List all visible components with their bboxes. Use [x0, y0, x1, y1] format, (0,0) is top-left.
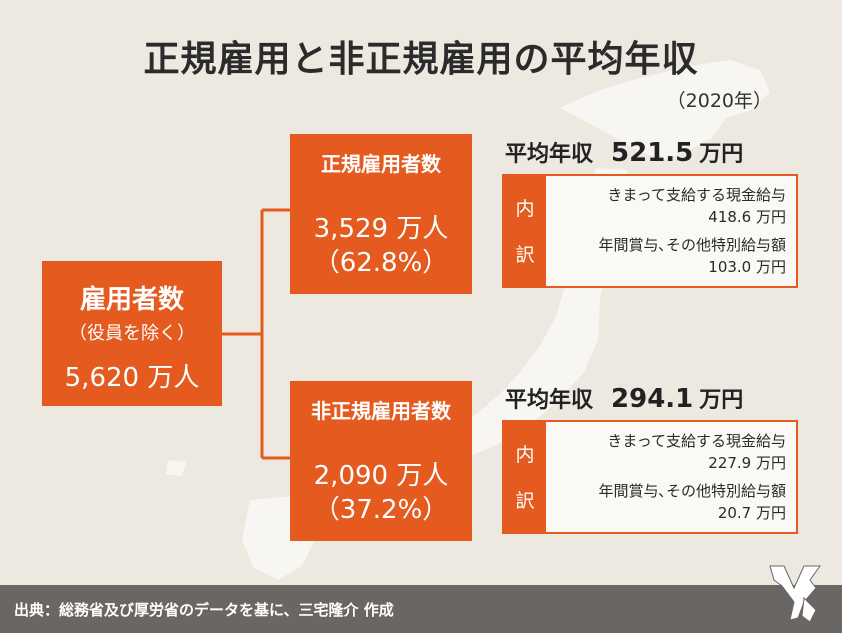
year-note: （2020年）	[666, 90, 772, 112]
page-title: 正規雇用と非正規雇用の平均年収	[143, 39, 699, 80]
source-footer: 出典：総務省及び厚労省のデータを基に、三宅隆介 作成	[0, 585, 842, 633]
total-employees-box: 雇用者数 （役員を除く） 5,620 万人	[42, 261, 222, 406]
breakdown-item-value: 227.9 万円	[708, 454, 786, 472]
logo-icon	[769, 565, 821, 623]
nonregular-share: （37.2%）	[313, 495, 449, 525]
nonregular-breakdown: 内 訳 きまって支給する現金給与 227.9 万円 年間賞与､その他特別給与額 …	[502, 420, 798, 534]
nonregular-avg-value: 294.1	[611, 384, 694, 414]
breakdown-item-label: 年間賞与､その他特別給与額	[598, 236, 786, 254]
total-sub-label: （役員を除く）	[69, 323, 195, 344]
nonregular-count: 2,090 万人	[313, 461, 449, 491]
regular-avg-unit: 万円	[699, 142, 744, 167]
regular-avg-value: 521.5	[611, 138, 694, 168]
breakdown-side-label: 内 訳	[504, 422, 546, 532]
regular-share: （62.8%）	[313, 248, 449, 278]
breakdown-char-1: 内	[515, 198, 535, 220]
nonregular-employees-box: 非正規雇用者数 2,090 万人 （37.2%）	[290, 381, 472, 541]
nonregular-avg-unit: 万円	[699, 388, 744, 413]
breakdown-item-value: 103.0 万円	[708, 258, 786, 276]
regular-average-income: 平均年収 521.5 万円	[505, 136, 743, 168]
breakdown-item-value: 20.7 万円	[717, 504, 786, 522]
source-text: 出典：総務省及び厚労省のデータを基に、三宅隆介 作成	[14, 601, 394, 619]
regular-employees-box: 正規雇用者数 3,529 万人 （62.8%）	[290, 134, 472, 294]
breakdown-item-label: きまって支給する現金給与	[607, 432, 786, 450]
regular-avg-label: 平均年収	[505, 142, 594, 167]
nonregular-avg-label: 平均年収	[505, 388, 594, 413]
regular-breakdown: 内 訳 きまって支給する現金給与 418.6 万円 年間賞与､その他特別給与額 …	[502, 174, 798, 288]
nonregular-average-income: 平均年収 294.1 万円	[505, 382, 743, 414]
nonregular-label: 非正規雇用者数	[311, 399, 451, 423]
total-value: 5,620 万人	[64, 363, 200, 393]
breakdown-char-1: 内	[515, 444, 535, 466]
breakdown-char-2: 訳	[515, 490, 535, 512]
regular-label: 正規雇用者数	[321, 152, 441, 176]
breakdown-item-label: 年間賞与､その他特別給与額	[598, 482, 786, 500]
breakdown-side-label: 内 訳	[504, 176, 546, 286]
breakdown-char-2: 訳	[515, 244, 535, 266]
total-label: 雇用者数	[79, 285, 184, 315]
breakdown-item-label: きまって支給する現金給与	[607, 186, 786, 204]
regular-count: 3,529 万人	[313, 214, 449, 244]
breakdown-item-value: 418.6 万円	[708, 208, 786, 226]
